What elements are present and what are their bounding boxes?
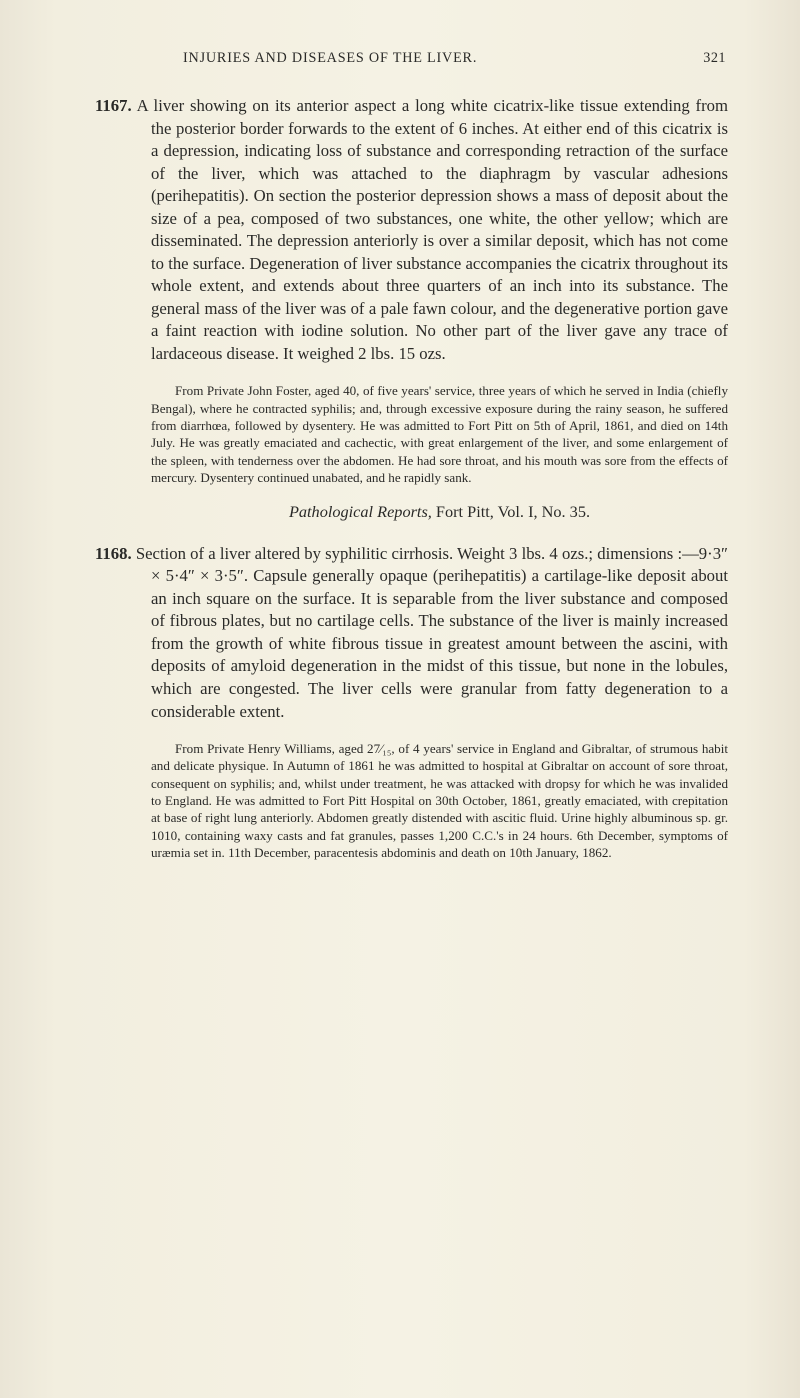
entry-text: Section of a liver altered by syphilitic…: [136, 544, 728, 721]
page-container: INJURIES AND DISEASES OF THE LIVER. 321 …: [0, 0, 800, 1398]
entry-body: 1168. Section of a liver altered by syph…: [95, 543, 728, 723]
page-number: 321: [703, 50, 726, 67]
header-title: INJURIES AND DISEASES OF THE LIVER.: [183, 50, 477, 67]
entry-reference: Pathological Reports, Fort Pitt, Vol. I,…: [151, 501, 728, 523]
running-header: INJURIES AND DISEASES OF THE LIVER. 321: [95, 50, 728, 67]
entry-note: From Private John Foster, aged 40, of fi…: [151, 382, 728, 486]
entry-text: A liver showing on its anterior aspect a…: [137, 96, 728, 363]
catalogue-entry: 1168. Section of a liver altered by syph…: [95, 543, 728, 862]
reference-roman: Fort Pitt, Vol. I, No. 35.: [432, 502, 590, 521]
reference-italic: Pathological Reports,: [289, 502, 432, 521]
entry-number: 1168.: [95, 544, 132, 563]
entry-note: From Private Henry Williams, aged 27⁄₁₅,…: [151, 740, 728, 862]
catalogue-entry: 1167. A liver showing on its anterior as…: [95, 95, 728, 523]
entry-number: 1167.: [95, 96, 132, 115]
entry-body: 1167. A liver showing on its anterior as…: [95, 95, 728, 366]
